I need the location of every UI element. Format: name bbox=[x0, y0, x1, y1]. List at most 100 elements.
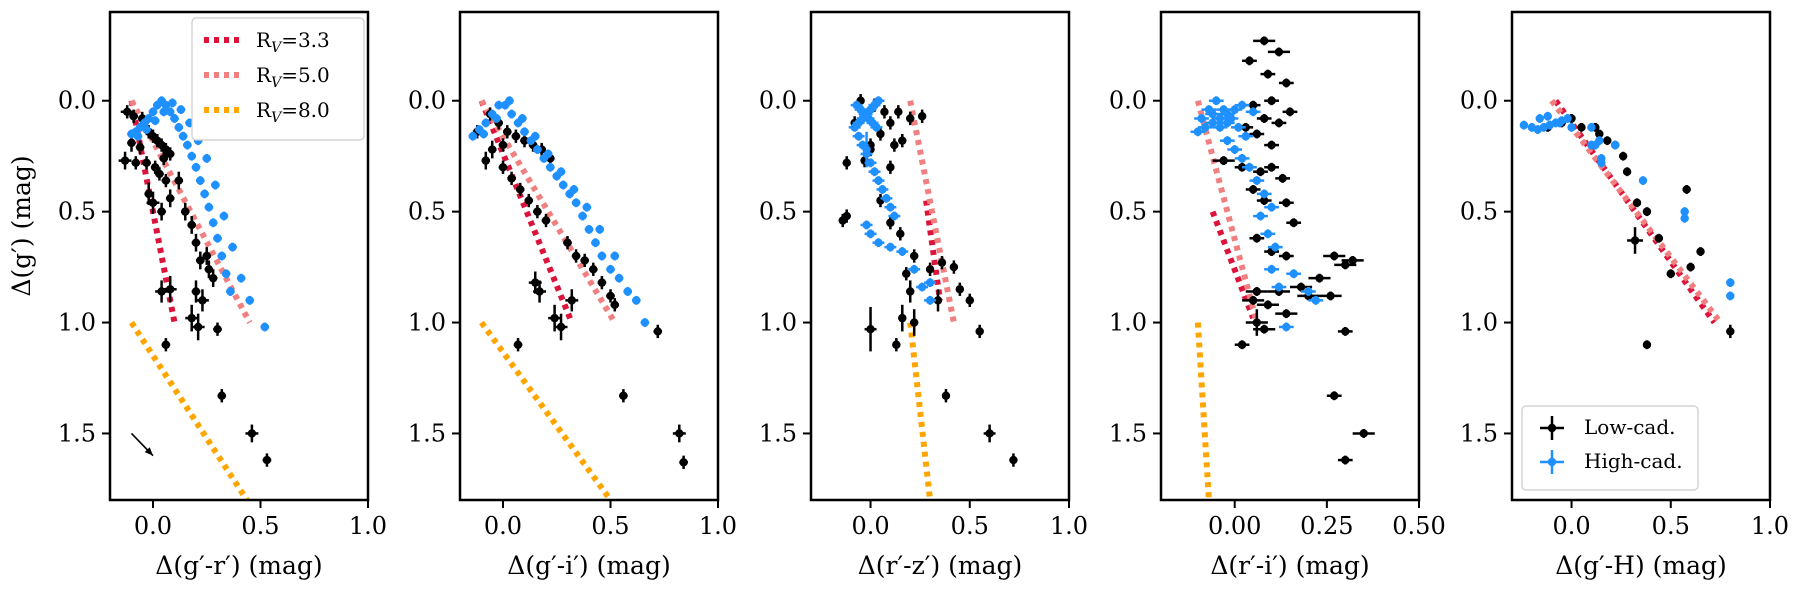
y-tick-label: 1.0 bbox=[1460, 309, 1498, 337]
data-point bbox=[150, 160, 160, 174]
x-tick-label: 1.0 bbox=[699, 512, 737, 540]
data-point bbox=[906, 280, 915, 303]
data-point bbox=[1519, 120, 1529, 130]
data-point bbox=[595, 224, 605, 234]
data-point bbox=[606, 289, 615, 303]
data-point bbox=[217, 389, 227, 403]
data-point bbox=[610, 251, 620, 261]
data-point bbox=[213, 322, 222, 336]
data-point bbox=[632, 295, 641, 305]
series-high-cad bbox=[468, 96, 650, 327]
data-point bbox=[1535, 114, 1544, 123]
data-point bbox=[1009, 453, 1018, 467]
data-point bbox=[864, 229, 877, 239]
x-tick-label: 0.5 bbox=[591, 512, 629, 540]
data-point bbox=[1190, 127, 1206, 137]
data-point bbox=[1680, 213, 1689, 223]
y-tick-label: 1.0 bbox=[759, 309, 797, 337]
data-point bbox=[208, 269, 218, 288]
data-point bbox=[589, 262, 598, 276]
x-tick-label: 0.0 bbox=[851, 512, 889, 540]
data-point bbox=[1219, 136, 1235, 146]
data-point bbox=[640, 318, 650, 327]
legend-cadence: Low-cad. High-cad. bbox=[1521, 405, 1699, 491]
data-point bbox=[1264, 202, 1279, 212]
data-point bbox=[1212, 156, 1235, 166]
data-point bbox=[941, 389, 951, 403]
data-point bbox=[864, 307, 877, 352]
data-point bbox=[1260, 229, 1276, 239]
data-point bbox=[1242, 162, 1257, 172]
data-point bbox=[1352, 429, 1375, 438]
data-point bbox=[165, 147, 175, 161]
data-point bbox=[916, 282, 929, 292]
data-point bbox=[1271, 282, 1287, 292]
reddening-line-r-v-5-0 bbox=[907, 100, 957, 324]
data-point bbox=[872, 238, 885, 248]
data-point bbox=[1249, 129, 1265, 139]
data-point bbox=[983, 424, 996, 443]
data-point bbox=[925, 262, 935, 276]
data-point bbox=[1319, 291, 1342, 301]
data-point bbox=[870, 122, 883, 132]
data-point bbox=[1278, 322, 1294, 332]
data-point bbox=[924, 278, 937, 288]
data-point bbox=[842, 156, 851, 170]
data-point bbox=[196, 251, 205, 270]
data-point bbox=[144, 114, 153, 123]
data-point bbox=[518, 114, 527, 123]
y-tick-label: 0.5 bbox=[408, 198, 446, 226]
data-point bbox=[481, 118, 491, 128]
data-point bbox=[842, 209, 851, 223]
data-point bbox=[487, 140, 497, 159]
y-tick-label: 0.5 bbox=[1460, 198, 1498, 226]
data-point bbox=[202, 153, 212, 163]
data-point bbox=[228, 242, 237, 252]
data-point bbox=[174, 171, 184, 190]
data-point bbox=[1205, 109, 1220, 119]
data-point bbox=[1587, 122, 1596, 132]
data-point bbox=[554, 313, 568, 341]
data-point bbox=[546, 162, 555, 172]
data-point bbox=[876, 127, 885, 141]
data-point bbox=[187, 216, 196, 234]
data-point bbox=[161, 338, 171, 352]
data-point bbox=[1267, 242, 1283, 252]
data-point bbox=[1642, 340, 1652, 350]
data-point bbox=[1567, 122, 1576, 132]
data-point bbox=[884, 242, 897, 252]
data-point bbox=[886, 160, 895, 174]
data-point bbox=[178, 131, 188, 141]
data-point bbox=[187, 151, 196, 161]
data-point bbox=[1577, 122, 1586, 132]
data-point bbox=[120, 105, 134, 119]
plot-area bbox=[468, 96, 688, 500]
y-tick-label: 0.5 bbox=[58, 198, 96, 226]
data-point bbox=[155, 167, 164, 181]
x-tick-label: 0.0 bbox=[134, 512, 172, 540]
data-point bbox=[1234, 340, 1250, 350]
x-axis-label: Δ(r′-z′) (mag) bbox=[858, 551, 1023, 580]
data-point bbox=[541, 213, 551, 228]
axes-frame bbox=[458, 10, 720, 502]
data-point bbox=[213, 233, 222, 243]
x-axis-label: Δ(r′-i′) (mag) bbox=[1210, 551, 1369, 580]
data-point bbox=[1323, 251, 1346, 261]
x-tick-label: 1.0 bbox=[1751, 512, 1789, 540]
data-point bbox=[862, 131, 871, 168]
data-point bbox=[236, 273, 246, 283]
plot-area bbox=[1519, 98, 1735, 350]
data-point bbox=[894, 105, 903, 119]
data-point bbox=[1563, 114, 1572, 123]
data-point bbox=[1227, 145, 1243, 154]
x-tick-label: 0.50 bbox=[1392, 512, 1445, 540]
data-point bbox=[1271, 118, 1287, 128]
data-point bbox=[1286, 269, 1302, 279]
x-tick-label: 0.00 bbox=[1208, 512, 1261, 540]
data-point bbox=[860, 220, 873, 230]
data-point bbox=[606, 264, 615, 274]
y-tick-label: 0.5 bbox=[1109, 198, 1147, 226]
data-point bbox=[524, 193, 534, 208]
data-point bbox=[530, 131, 540, 141]
data-point bbox=[157, 202, 166, 221]
